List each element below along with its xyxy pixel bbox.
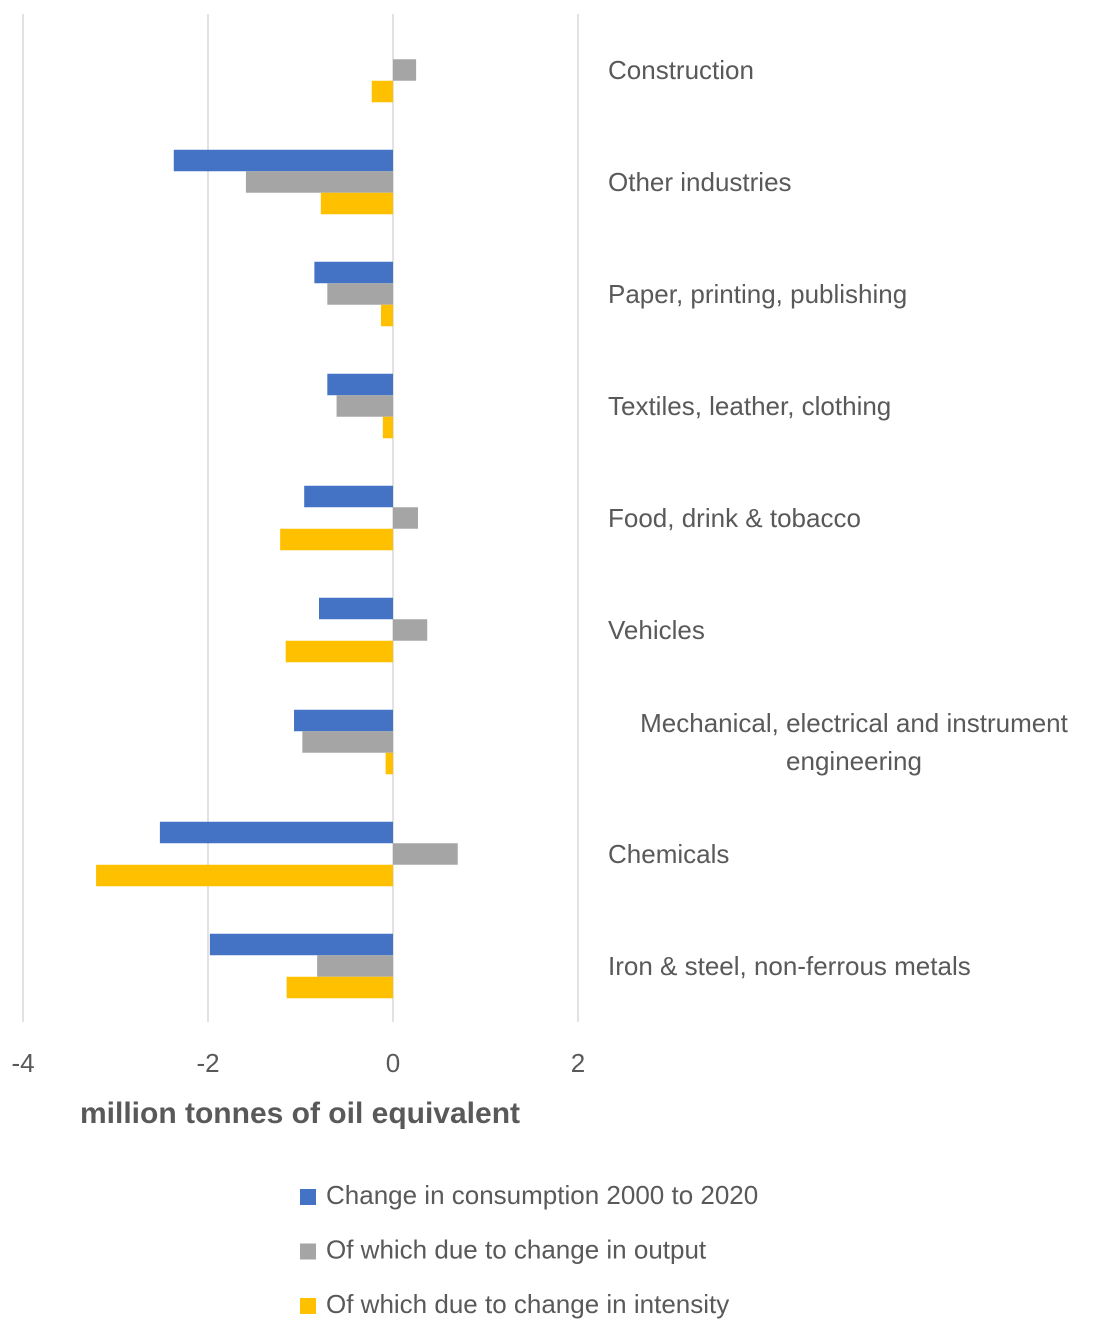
bar	[380, 304, 393, 327]
legend-swatch	[300, 1189, 316, 1205]
category-label: Other industries	[608, 167, 792, 197]
bar	[96, 864, 393, 887]
bar	[336, 395, 393, 417]
x-tick-label: -2	[196, 1048, 219, 1078]
bar	[371, 80, 393, 103]
bar	[317, 955, 393, 977]
x-tick-label: 0	[386, 1048, 400, 1078]
bar	[320, 192, 393, 215]
bar	[385, 752, 393, 775]
category-label: Chemicals	[608, 839, 730, 869]
category-label: Food, drink & tobacco	[608, 503, 861, 533]
bar	[393, 843, 458, 865]
category-label: Construction	[608, 55, 754, 85]
legend-swatch	[300, 1298, 316, 1314]
category-label: Vehicles	[608, 615, 705, 645]
bar	[327, 283, 393, 305]
legend-label: Change in consumption 2000 to 2020	[326, 1180, 758, 1210]
bar	[302, 731, 393, 753]
x-tick-label: 2	[571, 1048, 585, 1078]
bar	[173, 149, 393, 172]
category-label: Textiles, leather, clothing	[608, 391, 892, 421]
category-label: Mechanical, electrical and instrument en…	[640, 708, 1068, 776]
bar	[286, 976, 393, 999]
legend-label: Of which due to change in intensity	[326, 1289, 729, 1319]
bar	[382, 416, 393, 439]
bar	[245, 171, 393, 193]
bar	[159, 821, 393, 844]
bar	[319, 597, 393, 620]
bar	[209, 933, 393, 956]
bar	[393, 507, 418, 529]
x-axis-title: million tonnes of oil equivalent	[80, 1097, 520, 1130]
bar	[314, 261, 393, 284]
bar	[294, 709, 393, 732]
category-label: Iron & steel, non-ferrous metals	[608, 951, 971, 981]
bar	[393, 59, 417, 81]
bar	[304, 485, 393, 508]
bar	[285, 640, 393, 663]
bar	[327, 373, 393, 396]
x-tick-label: -4	[11, 1048, 34, 1078]
legend-swatch	[300, 1243, 316, 1260]
bar	[280, 528, 393, 551]
legend-label: Of which due to change in output	[326, 1234, 707, 1264]
bar	[393, 619, 428, 641]
category-label: Paper, printing, publishing	[608, 279, 908, 309]
